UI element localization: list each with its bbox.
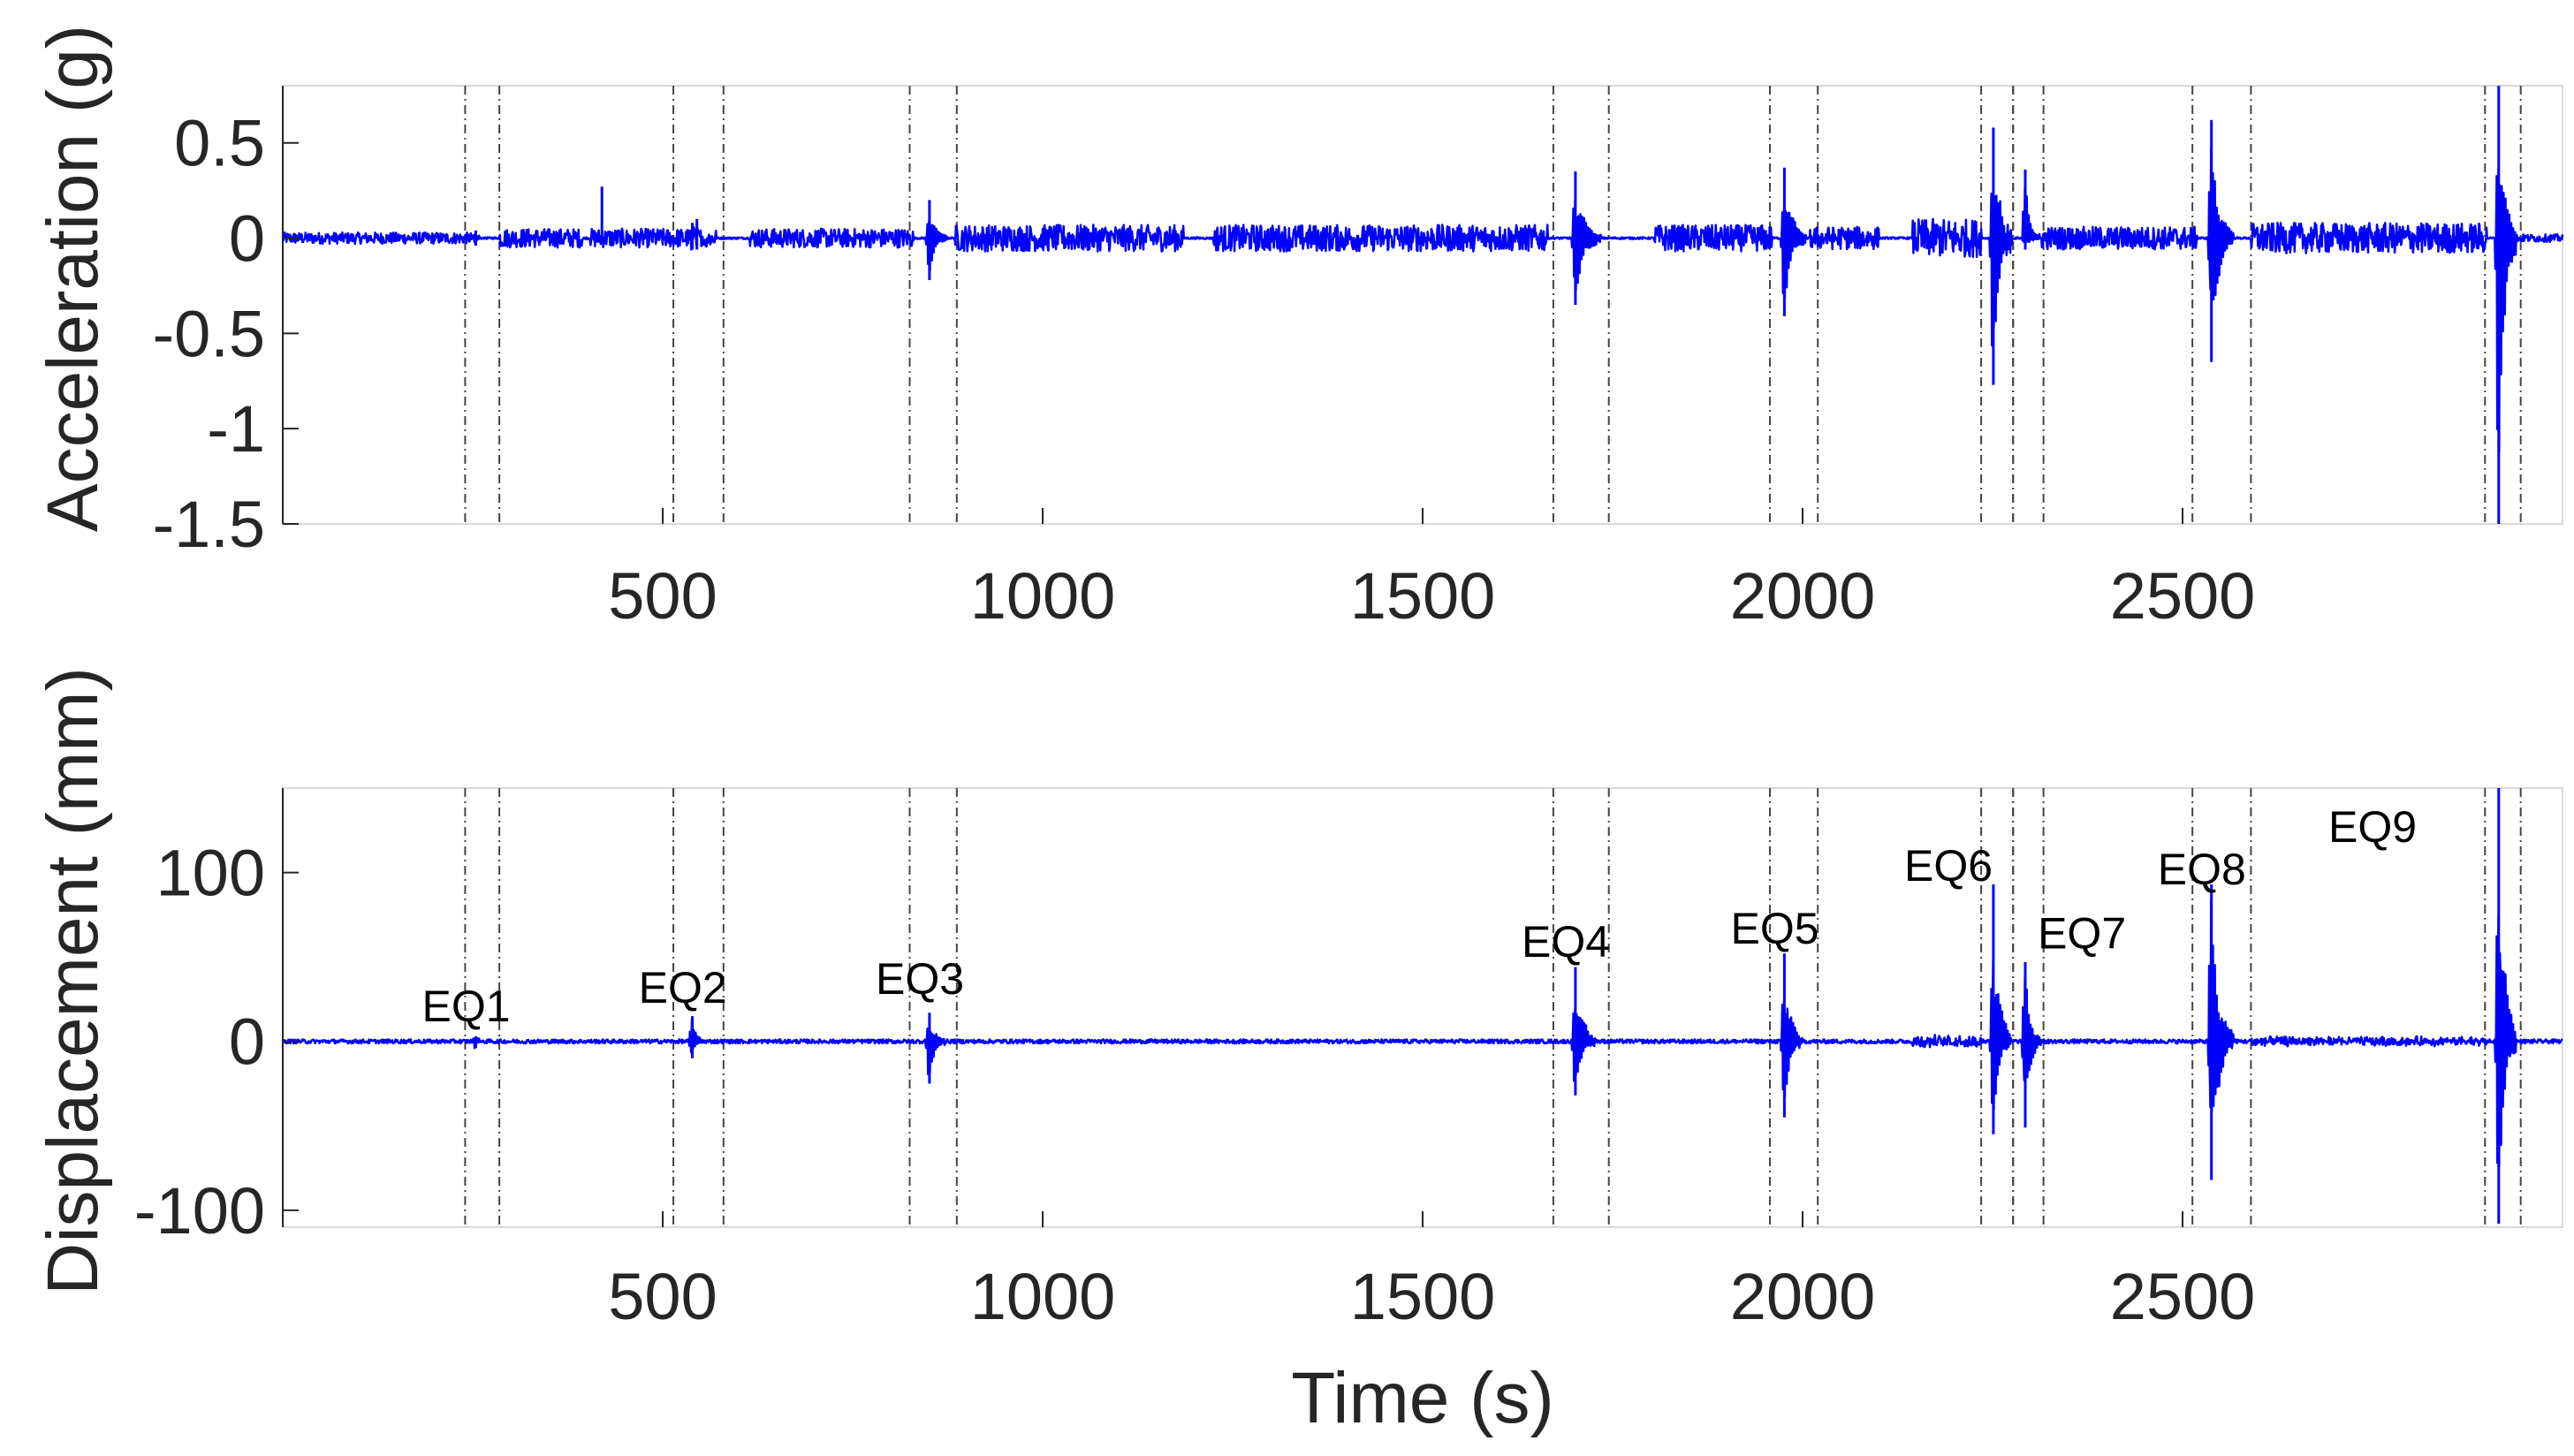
x-tick-label: 1000 [970, 1260, 1116, 1333]
x-tick-label: 2500 [2110, 1260, 2256, 1333]
signal-series [281, 147, 2564, 452]
event-peak-series [474, 788, 2501, 1225]
signal-series [282, 899, 2563, 1167]
x-tick-label: 500 [608, 1260, 717, 1333]
x-tick-label: 500 [608, 559, 717, 633]
event-label: EQ2 [639, 963, 727, 1012]
event-label: EQ1 [422, 982, 511, 1031]
y-tick-label: 0 [229, 202, 265, 276]
event-label: EQ6 [1904, 841, 1993, 891]
y-tick-label: 100 [156, 837, 265, 910]
event-label: EQ5 [1730, 904, 1819, 953]
x-tick-label: 1500 [1350, 1260, 1496, 1333]
x-tick-label: 1500 [1350, 559, 1496, 633]
plot-area-frame [282, 85, 2563, 525]
event-peak-series [474, 86, 2501, 524]
y-tick-label: -1 [207, 392, 265, 466]
y-tick-label: -0.5 [152, 297, 265, 370]
y-tick-label: 0.5 [174, 107, 265, 180]
acceleration-panel: 0.5 0 -0.5 -1 -1.5 500 1000 1500 2000 2500 Acceler… [33, 25, 2564, 633]
y-axis-title: Acceleration (g) [33, 25, 113, 532]
event-label: EQ8 [2158, 845, 2246, 894]
y-axis-title: Displacement (mm) [33, 667, 113, 1295]
x-tick-label: 2500 [2110, 559, 2256, 633]
y-tick-label: -100 [134, 1174, 265, 1247]
plot-area-frame [282, 787, 2563, 1228]
event-label: EQ3 [876, 954, 964, 1004]
y-tick-label: 0 [229, 1005, 265, 1079]
event-label: EQ7 [2038, 909, 2126, 959]
x-tick-label: 2000 [1730, 1260, 1876, 1333]
event-label: EQ9 [2328, 802, 2417, 852]
event-label: EQ4 [1522, 917, 1610, 967]
x-tick-label: 2000 [1730, 559, 1876, 633]
y-tick-label: -1.5 [152, 488, 265, 561]
x-tick-label: 1000 [970, 559, 1116, 633]
x-axis-title: Time (s) [1291, 1358, 1554, 1438]
